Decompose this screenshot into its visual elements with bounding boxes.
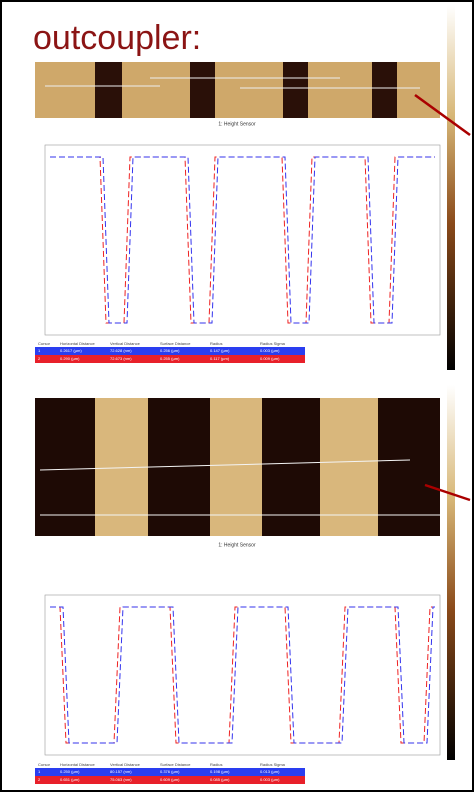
table-cell: 0.085 (µm) — [210, 777, 230, 782]
image-label: 1: Height Sensor — [218, 542, 256, 548]
table-cell: 80.157 (nm) — [110, 769, 132, 774]
table-cell: 0.609 (µm) — [160, 777, 180, 782]
table-cell: 0.117 (µm) — [210, 356, 230, 361]
table-header: Vertical Distance — [110, 762, 141, 767]
table-header: Cursor — [38, 762, 51, 767]
table-cell: 72.628 (nm) — [110, 348, 132, 353]
table-cell: 0.256 (µm) — [160, 348, 180, 353]
table-cell: 0.376 (µm) — [160, 769, 180, 774]
table-cell: 0.255 (µm) — [160, 356, 180, 361]
stripe — [190, 62, 215, 118]
table-cell: 0.2617 (µm) — [60, 348, 82, 353]
slide: outcoupler: 1: Height Sensor 1: Height S… — [0, 0, 474, 792]
image-label: 1: Height Sensor — [218, 121, 256, 127]
table-header: Radius Sigma — [260, 762, 286, 767]
table-header: Radius Sigma — [260, 341, 286, 346]
table-header: Horizontal Distance — [60, 341, 95, 346]
table-cell: 0.250 (µm) — [60, 769, 80, 774]
table-cell: 0.003 (µm) — [260, 348, 280, 353]
table-header: Cursor — [38, 341, 51, 346]
table-cell: 0.003 (µm) — [260, 777, 280, 782]
stripe — [95, 62, 122, 118]
table-cell: 0.013 (µm) — [260, 769, 280, 774]
stripe — [372, 62, 397, 118]
table-cell: 0.290 (µm) — [60, 356, 80, 361]
title: outcoupler: — [33, 19, 201, 57]
table-cell: 75.063 (nm) — [110, 777, 132, 782]
table-header: Radius — [210, 762, 222, 767]
colorbar — [447, 385, 455, 760]
table-cell: 0.198 (µm) — [210, 769, 230, 774]
afm-image — [35, 62, 440, 118]
colorbar — [447, 5, 455, 370]
table-header: Horizontal Distance — [60, 762, 95, 767]
table-header: Vertical Distance — [110, 341, 141, 346]
table-header: Surface Distance — [160, 762, 191, 767]
stripe — [283, 62, 308, 118]
table-cell: 72.673 (nm) — [110, 356, 132, 361]
frame — [1, 1, 473, 791]
table-cell: 0.147 (µm) — [210, 348, 230, 353]
table-cell: 0.009 (µm) — [260, 356, 280, 361]
afm-image — [35, 398, 440, 536]
table-header: Radius — [210, 341, 222, 346]
table-cell: 0.651 (µm) — [60, 777, 80, 782]
table-header: Surface Distance — [160, 341, 191, 346]
